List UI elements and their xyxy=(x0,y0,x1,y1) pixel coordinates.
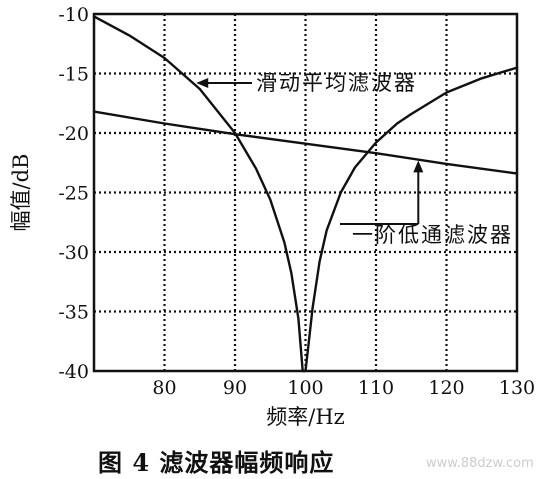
curves xyxy=(92,15,519,373)
y-tick-label: -40 xyxy=(58,361,89,383)
annotation-arrowhead-1 xyxy=(196,78,209,89)
annotation-label-1: 滑动平均滤波器 xyxy=(256,71,417,95)
x-tick-label: 130 xyxy=(499,377,535,399)
x-tick-label: 110 xyxy=(358,377,394,399)
x-tick-label: 90 xyxy=(223,377,247,399)
y-axis-label: 幅值/dB xyxy=(9,154,33,232)
x-tick-label: 80 xyxy=(152,377,176,399)
x-axis-label: 频率/Hz xyxy=(266,405,344,429)
figure-caption: 图 4 滤波器幅频响应 xyxy=(98,448,335,477)
tick-labels: 80 90 100 110 120 130 -10 -15 -20 -25 -30 -35 -40 xyxy=(58,4,535,399)
series-line-1 xyxy=(92,15,519,373)
y-tick-label: -10 xyxy=(58,4,89,26)
annotation-label-2: 一阶低通滤波器 xyxy=(352,223,513,247)
y-tick-label: -20 xyxy=(58,123,89,145)
grid xyxy=(94,14,517,371)
x-tick-label: 120 xyxy=(428,377,464,399)
x-tick-label: 100 xyxy=(287,377,323,399)
annotation-arrowhead-2 xyxy=(413,160,424,173)
watermark: www.88dzw.com xyxy=(426,456,534,471)
y-tick-label: -30 xyxy=(58,242,89,264)
y-tick-label: -35 xyxy=(58,302,89,324)
series-line-2 xyxy=(92,110,519,175)
y-tick-label: -25 xyxy=(58,183,89,205)
y-tick-label: -15 xyxy=(58,64,89,86)
chart: 80 90 100 110 120 130 -10 -15 -20 -25 -30 -35 -40 滑动… xyxy=(9,4,535,429)
